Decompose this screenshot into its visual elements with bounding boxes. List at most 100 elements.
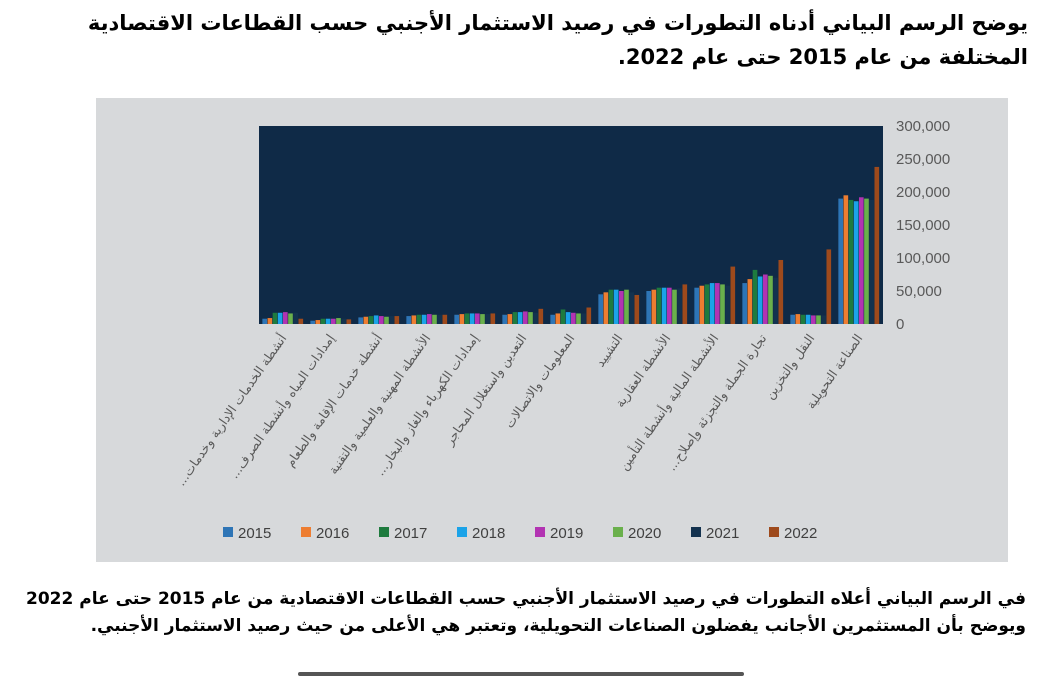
bar	[646, 291, 651, 324]
bar	[656, 287, 662, 324]
bar	[608, 289, 614, 324]
bar	[613, 289, 619, 324]
bar	[838, 198, 843, 324]
legend-label: 2015	[238, 525, 271, 542]
bar	[730, 266, 736, 324]
bar	[512, 312, 518, 324]
description-paragraph: في الرسم البياني أعلاه التطورات في رصيد …	[26, 589, 1026, 636]
bar	[715, 283, 720, 324]
legend-label: 2020	[628, 525, 661, 542]
bar	[421, 314, 427, 324]
legend-swatch	[535, 527, 545, 537]
bar	[507, 314, 513, 324]
bar	[315, 320, 321, 324]
bar	[603, 292, 609, 324]
bar	[288, 313, 293, 324]
bar	[528, 312, 533, 324]
bar	[725, 285, 730, 324]
bar	[581, 313, 586, 324]
bar	[475, 313, 480, 324]
category-label: التعدين واستغلال المحاجر	[441, 331, 530, 449]
bars-layer	[262, 166, 880, 324]
bar	[709, 283, 715, 324]
bar	[459, 314, 465, 324]
bar	[859, 197, 864, 324]
bar	[517, 312, 523, 324]
bar	[874, 166, 880, 324]
bar	[651, 289, 657, 324]
legend-label: 2019	[550, 525, 583, 542]
legend-swatch	[223, 527, 233, 537]
bar	[576, 313, 581, 324]
bar	[821, 315, 826, 324]
bar	[778, 259, 784, 324]
legend-swatch	[301, 527, 311, 537]
bar	[619, 291, 624, 324]
bar	[538, 308, 544, 324]
category-label: أنشطة خدمات الإقامة والطعام	[281, 331, 386, 471]
legend-label: 2021	[706, 525, 739, 542]
bar	[394, 316, 400, 324]
bar	[502, 314, 507, 324]
bar	[864, 198, 869, 324]
scrollbar-thumb[interactable]	[298, 672, 744, 676]
legend-swatch	[769, 527, 779, 537]
category-label: الأنشطة المالية وأنشطة التأمين	[615, 331, 722, 474]
y-tick-label: 200,000	[896, 184, 950, 201]
bar	[634, 294, 640, 324]
bar	[389, 316, 394, 324]
bar	[816, 315, 821, 324]
bar	[533, 312, 538, 324]
bar	[720, 284, 725, 324]
bar	[485, 314, 490, 324]
bar	[565, 312, 571, 324]
bar	[464, 313, 470, 324]
y-tick-label: 50,000	[896, 283, 942, 300]
bar	[363, 316, 369, 324]
legend-swatch	[613, 527, 623, 537]
bar	[661, 287, 667, 324]
bar	[442, 314, 448, 324]
bar	[341, 318, 346, 324]
bar	[682, 284, 688, 324]
bar	[416, 314, 422, 324]
bar	[325, 318, 331, 324]
bar	[694, 287, 699, 324]
bar	[298, 318, 304, 324]
bar	[379, 316, 384, 324]
bar	[555, 313, 561, 324]
bar	[480, 314, 485, 324]
bar	[469, 313, 475, 324]
bar	[629, 292, 634, 324]
y-tick-label: 250,000	[896, 151, 950, 168]
bar	[427, 314, 432, 324]
bar	[853, 201, 859, 324]
bar	[869, 199, 874, 324]
bar	[560, 309, 566, 324]
bar	[742, 283, 747, 324]
bar	[272, 312, 278, 324]
bar	[805, 314, 811, 324]
bar	[346, 319, 352, 324]
legend-swatch	[379, 527, 389, 537]
y-tick-label: 100,000	[896, 250, 950, 267]
bar	[437, 314, 442, 324]
x-axis-labels: أنشطة الخدمات الإدارية وخدمات...إمدادات …	[172, 331, 866, 489]
bar	[752, 269, 758, 324]
plot-background	[259, 126, 883, 324]
bar	[411, 315, 417, 324]
legend-label: 2016	[316, 525, 349, 542]
bar	[795, 314, 801, 324]
y-tick-label: 300,000	[896, 118, 950, 135]
bar	[384, 316, 389, 324]
bar	[704, 284, 710, 324]
bar	[336, 318, 341, 324]
category-label: تجارة الجملة والتجزئة وإصلاح...	[664, 331, 771, 474]
bar	[277, 312, 283, 324]
bar	[523, 311, 528, 324]
bar	[368, 316, 374, 324]
bar	[624, 289, 629, 324]
bar-chart: 0 50,000 100,000 150,000 200,000 250,000 300,0…	[172, 118, 950, 542]
bar	[267, 318, 273, 324]
bar	[826, 249, 832, 324]
